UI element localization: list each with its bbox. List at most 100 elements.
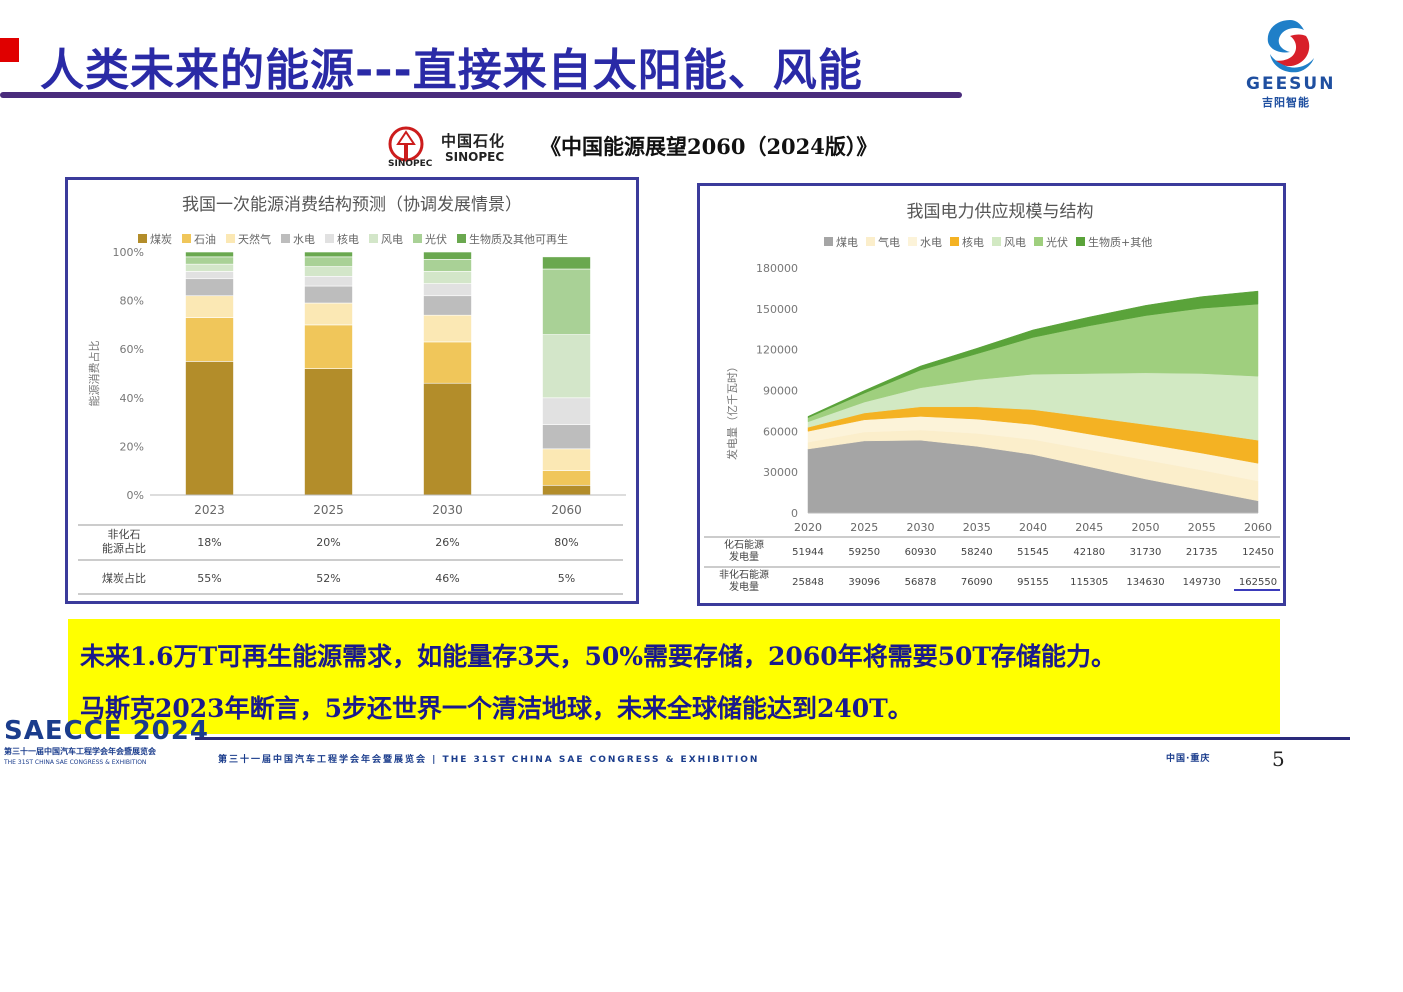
chart1-bar-segment	[304, 302, 353, 326]
chart2-table-cell: 56878	[905, 577, 937, 588]
chart2-area-series	[807, 290, 1259, 419]
slide-title: 人类未来的能源---直接来自太阳能、风能	[40, 45, 863, 96]
chart2-table-cell: 42180	[1073, 547, 1105, 558]
chart2-legend-label: 光伏	[1046, 235, 1068, 249]
highlight-line-2: 马斯克2023年断言，5步还世界一个清洁地球，未来全球储能达到240T。	[80, 694, 913, 723]
page-number: 5	[1272, 747, 1285, 771]
chart1-legend-swatch	[182, 234, 191, 243]
chart2-table-cell: 21735	[1186, 547, 1218, 558]
chart1-ytick-label: 80%	[120, 295, 144, 308]
chart1-legend-swatch	[138, 234, 147, 243]
chart1-title: 我国一次能源消费结构预测（协调发展情景）	[182, 195, 522, 215]
power-supply-chart: 我国电力供应规模与结构 煤电 气电 水电 核电 风电 光伏 生物质+其他 0 30000 60000…	[697, 183, 1286, 606]
chart1-legend-swatch	[457, 234, 466, 243]
chart2-table-cell: 95155	[1017, 577, 1049, 588]
chart1-bar-segment	[423, 271, 472, 284]
chart1-legend-label: 水电	[293, 233, 315, 246]
chart1-bar-segment	[542, 424, 591, 450]
chart2-ylabel: 发电量（亿千瓦时）	[725, 361, 739, 460]
chart1-bar-segment	[304, 285, 353, 304]
chart2-table-cell: 76090	[961, 577, 993, 588]
highlight-box: 未来1.6万T可再生能源需求，如能量存3天，50%需要存储，2060年将需要50…	[68, 619, 1280, 734]
chart1-bar-segment	[542, 448, 591, 471]
chart2-xtick-label: 2050	[1132, 521, 1160, 534]
chart1-bar-segment	[423, 258, 472, 272]
chart1-table-cell: 18%	[197, 536, 221, 549]
chart1-bar-segment	[304, 266, 353, 277]
chart1-legend-swatch	[325, 234, 334, 243]
chart1-bar-segment	[185, 263, 234, 272]
chart1-table-row-label: 能源占比	[102, 541, 146, 555]
chart1-bar-segment	[185, 317, 234, 362]
geesun-logo-text: GEESUN	[1246, 74, 1336, 94]
chart1-ytick-label: 40%	[120, 392, 144, 405]
sinopec-logo-icon: SINOPEC	[388, 126, 432, 168]
saecce-brand-cn: 第三十一届中国汽车工程学会年会暨展览会	[4, 747, 156, 756]
chart1-bar-segment	[185, 361, 234, 496]
chart1-bar-segment	[304, 368, 353, 496]
chart2-legend-label: 风电	[1004, 236, 1026, 249]
svg-text:SINOPEC: SINOPEC	[388, 159, 432, 168]
chart2-table-row-label: 发电量	[729, 580, 759, 593]
sinopec-name-en: SINOPEC	[445, 150, 505, 164]
chart2-table-cell: 60930	[905, 547, 937, 558]
chart1-bar-segment	[542, 268, 591, 335]
chart2-legend-swatch	[992, 237, 1001, 246]
chart2-table-cell: 149730	[1183, 577, 1221, 588]
chart1-bar-segment	[423, 341, 472, 384]
chart2-ytick-label: 30000	[763, 466, 798, 479]
chart1-table-cell: 46%	[435, 572, 459, 585]
chart1-xtick-label: 2030	[432, 503, 463, 517]
chart2-xtick-label: 2055	[1188, 521, 1216, 534]
energy-consumption-chart-svg: 我国一次能源消费结构预测（协调发展情景） 煤炭 石油 天然气 水电 核电 风电 光伏 生物质及其…	[78, 195, 626, 595]
source-report-title: 《中国能源展望2060（2024版）》	[540, 134, 878, 159]
chart1-bar-segment	[304, 276, 353, 287]
chart1-xtick-label: 2023	[194, 503, 225, 517]
chart2-ytick-label: 180000	[756, 262, 798, 275]
chart1-legend-label: 石油	[194, 232, 216, 246]
chart2-table-cell: 25848	[792, 577, 824, 588]
sinopec-name-cn: 中国石化	[441, 132, 506, 150]
chart2-legend-swatch	[1034, 237, 1043, 246]
chart2-xtick-label: 2045	[1075, 521, 1103, 534]
chart1-bar-segment	[542, 256, 591, 270]
chart2-xtick-label: 2035	[963, 521, 991, 534]
chart1-table-cell: 80%	[554, 536, 578, 549]
chart2-ytick-label: 90000	[763, 385, 798, 398]
geesun-logo-icon	[1267, 20, 1314, 73]
chart1-bar-segment	[423, 295, 472, 316]
chart1-ytick-label: 100%	[113, 246, 144, 259]
chart1-bar-segment	[304, 251, 353, 258]
chart2-ytick-label: 150000	[756, 303, 798, 316]
chart1-legend-label: 生物质及其他可再生	[469, 232, 568, 246]
chart1-legend-label: 风电	[381, 233, 403, 246]
chart2-ytick-label: 120000	[756, 344, 798, 357]
geesun-logo-subtext: 吉阳智能	[1262, 96, 1310, 109]
chart2-table-cell: 51545	[1017, 547, 1049, 558]
saecce-brand-en: THE 31ST CHINA SAE CONGRESS & EXHIBITION	[4, 759, 147, 766]
chart1-legend-label: 核电	[337, 232, 359, 246]
title-underline	[0, 92, 962, 98]
chart2-legend-label: 气电	[878, 235, 900, 249]
highlight-line-1: 未来1.6万T可再生能源需求，如能量存3天，50%需要存储，2060年将需要50…	[80, 642, 1117, 671]
chart2-title: 我国电力供应规模与结构	[907, 202, 1094, 222]
chart1-ytick-label: 20%	[120, 440, 144, 453]
chart1-ytick-label: 0%	[127, 489, 144, 502]
chart1-bar-segment	[185, 278, 234, 297]
chart1-bar-segment	[423, 283, 472, 297]
chart2-legend-swatch	[824, 237, 833, 246]
chart1-legend-swatch	[413, 234, 422, 243]
chart1-legend-label: 天然气	[238, 232, 271, 246]
chart1-legend-label: 煤炭	[150, 233, 172, 246]
footer-location: 中国·重庆	[1166, 754, 1211, 764]
chart2-legend-label: 煤电	[836, 236, 858, 249]
chart2-legend-label: 核电	[962, 235, 984, 249]
chart1-legend-label: 光伏	[425, 232, 447, 246]
chart2-table-cell: 59250	[848, 547, 880, 558]
chart1-bar-segment	[542, 334, 591, 399]
chart1-bar-segment	[185, 251, 234, 258]
chart2-table-row-label: 非化石能源	[719, 568, 769, 581]
chart2-table-cell: 12450	[1242, 547, 1274, 558]
chart2-table-cell: 115305	[1070, 577, 1108, 588]
chart2-table-cell: 134630	[1126, 577, 1164, 588]
